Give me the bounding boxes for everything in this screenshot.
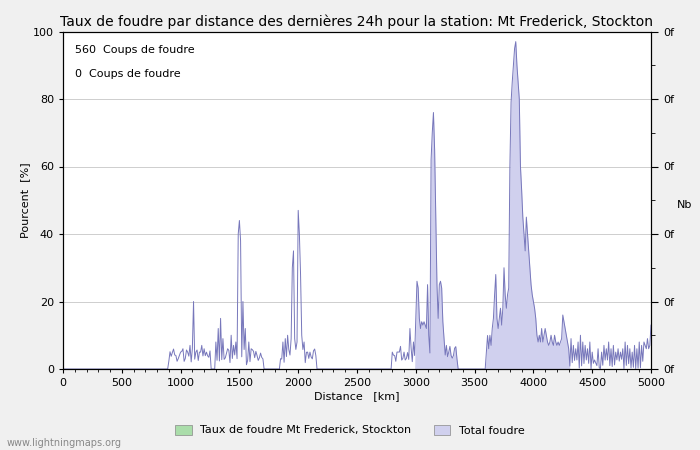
Text: 0  Coups de foudre: 0 Coups de foudre — [75, 68, 181, 79]
X-axis label: Distance   [km]: Distance [km] — [314, 391, 400, 401]
Legend: Taux de foudre Mt Frederick, Stockton, Total foudre: Taux de foudre Mt Frederick, Stockton, T… — [171, 420, 529, 440]
Text: www.lightningmaps.org: www.lightningmaps.org — [7, 437, 122, 447]
Y-axis label: Pourcent  [%]: Pourcent [%] — [20, 162, 30, 238]
Y-axis label: Nb: Nb — [677, 200, 692, 210]
Text: 560  Coups de foudre: 560 Coups de foudre — [75, 45, 195, 55]
Title: Taux de foudre par distance des dernières 24h pour la station: Mt Frederick, Sto: Taux de foudre par distance des dernière… — [60, 14, 654, 29]
